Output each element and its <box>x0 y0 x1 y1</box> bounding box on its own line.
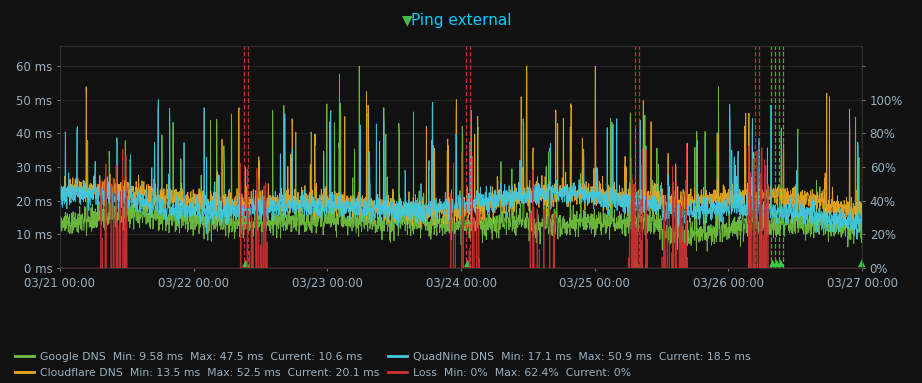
Text: ▲: ▲ <box>773 258 780 268</box>
Text: ▼: ▼ <box>402 13 413 28</box>
Legend: Google DNS  Min: 9.58 ms  Max: 47.5 ms  Current: 10.6 ms, Cloudflare DNS  Min: 1: Google DNS Min: 9.58 ms Max: 47.5 ms Cur… <box>15 352 751 378</box>
Text: ▲: ▲ <box>632 258 640 268</box>
Text: Ping external: Ping external <box>410 13 512 28</box>
Text: ▲: ▲ <box>464 258 471 268</box>
Text: ▲: ▲ <box>776 258 785 268</box>
Text: ▲: ▲ <box>769 258 776 268</box>
Text: ▲: ▲ <box>242 258 250 268</box>
Text: ▲: ▲ <box>858 258 866 268</box>
